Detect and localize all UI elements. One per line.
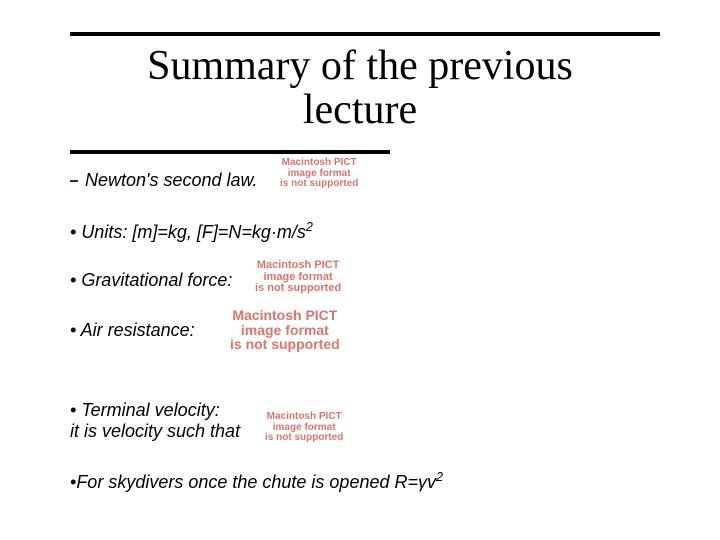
title-line-1: Summary of the previous <box>147 43 573 89</box>
bullet-text: Air resistance: <box>81 320 195 340</box>
top-rule <box>70 32 660 36</box>
pict-placeholder-icon: Macintosh PICT image format is not suppo… <box>230 308 340 352</box>
bullet-terminal: • Terminal velocity: it is velocity such… <box>70 400 240 442</box>
bullet-text: Units: [m]=kg, [F]=N=kg·m/s2 <box>81 222 313 242</box>
bullet-gravity: • Gravitational force: Macintosh PICT im… <box>70 270 232 291</box>
pict-placeholder-icon: Macintosh PICT image format is not suppo… <box>265 412 343 444</box>
pict-placeholder-icon: Macintosh PICT image format is not suppo… <box>255 260 341 295</box>
bullet-text: For skydivers once the chute is opened R… <box>76 472 443 492</box>
bullet-newton: Newton's second law. Macintosh PICT imag… <box>70 170 258 191</box>
bullet-air: • Air resistance: Macintosh PICT image f… <box>70 320 195 341</box>
dash-bullet-icon <box>70 176 80 186</box>
bullet-skydivers: •For skydivers once the chute is opened … <box>70 470 443 493</box>
bullet-text-line2: it is velocity such that <box>70 421 240 441</box>
page-title: Summary of the previous lecture <box>0 44 720 132</box>
bullet-units: • Units: [m]=kg, [F]=N=kg·m/s2 <box>70 220 313 243</box>
bullet-text-line1: Terminal velocity: <box>81 400 219 420</box>
bullet-text: Newton's second law. <box>85 170 258 190</box>
mid-rule <box>70 150 390 154</box>
title-line-2: lecture <box>303 87 417 133</box>
slide: Summary of the previous lecture Newton's… <box>0 0 720 540</box>
bullet-text: Gravitational force: <box>81 270 232 290</box>
pict-placeholder-icon: Macintosh PICT image format is not suppo… <box>280 158 358 190</box>
